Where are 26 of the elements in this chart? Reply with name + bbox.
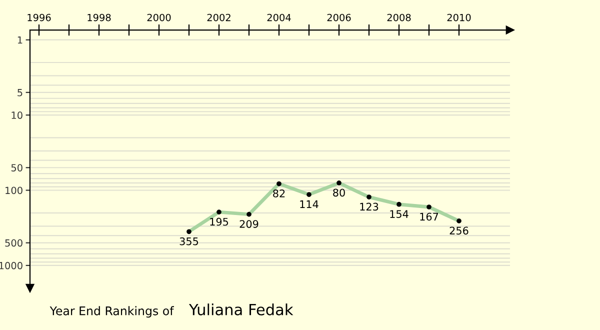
- data-label: 123: [360, 202, 378, 211]
- x-tick-label: 2002: [207, 14, 230, 22]
- y-tick-label: 50: [11, 164, 22, 172]
- x-tick-label: 2008: [387, 14, 411, 22]
- data-label: 80: [333, 188, 345, 197]
- data-label: 256: [450, 226, 468, 235]
- y-tick-label: 500: [5, 239, 22, 247]
- x-tick-label: 2010: [447, 14, 471, 22]
- text: Year End Rankings of: [50, 306, 174, 318]
- x-tick-label: 1998: [88, 14, 111, 22]
- data-label: 209: [240, 220, 258, 228]
- y-tick-label: 10: [12, 112, 22, 119]
- data-label: 114: [300, 200, 318, 208]
- y-tick-label: 5: [18, 89, 22, 96]
- x-tick-label: 2000: [147, 14, 171, 22]
- text: Yuliana Fedak: [188, 304, 294, 316]
- data-label: 154: [390, 210, 408, 218]
- x-tick-label: 2006: [327, 14, 351, 22]
- data-label: 82: [273, 190, 285, 198]
- data-label: 195: [210, 218, 228, 226]
- x-tick-label: 2004: [267, 14, 291, 22]
- y-tick-label: 100: [6, 186, 22, 194]
- x-tick-label: 1996: [28, 14, 51, 22]
- data-label: 355: [180, 237, 198, 246]
- data-label: 167: [420, 212, 438, 221]
- y-tick-label: 1: [18, 36, 22, 44]
